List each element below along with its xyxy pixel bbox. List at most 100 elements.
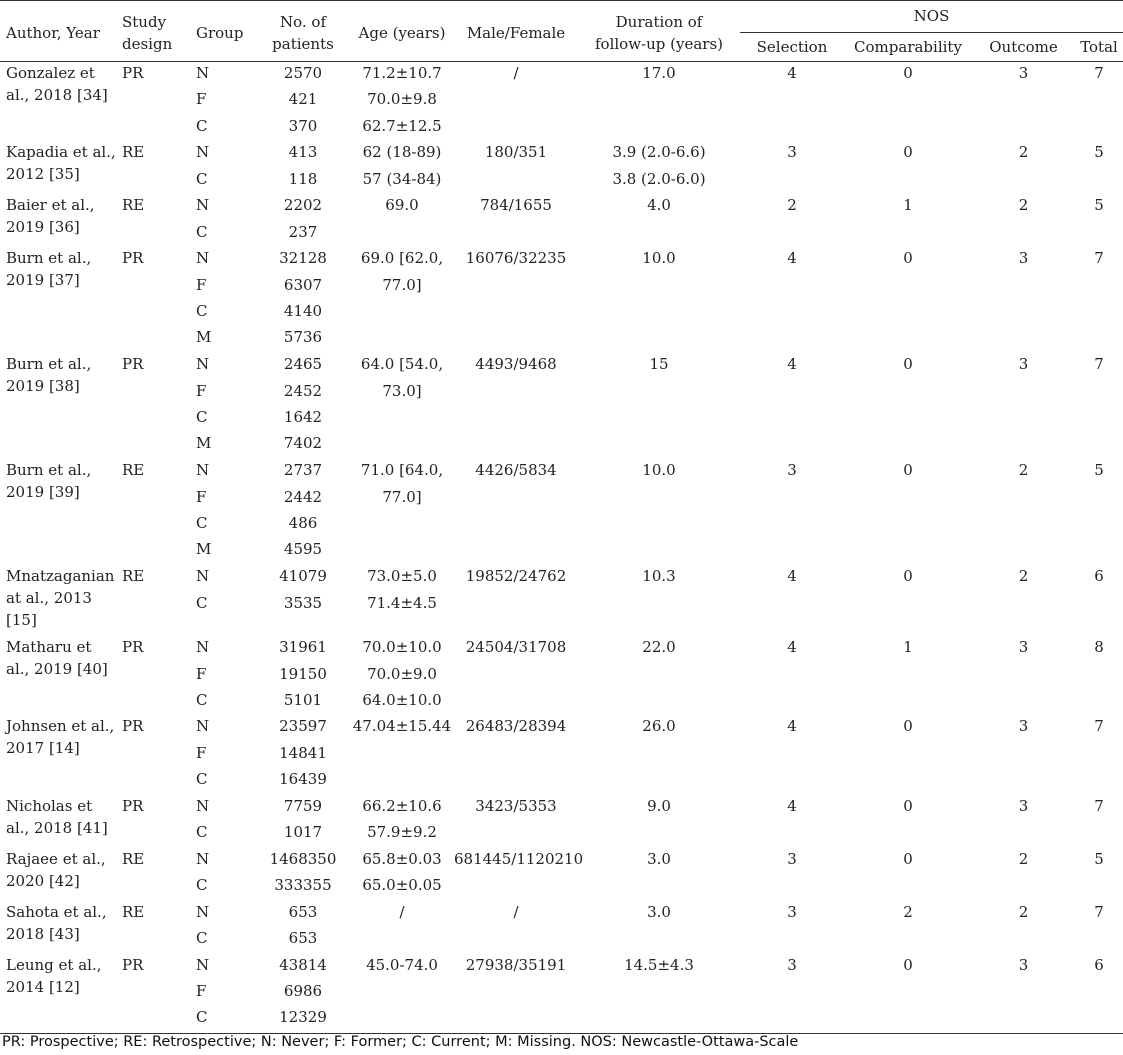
followup-cell: 17.0: [578, 62, 740, 142]
outcome-cell: 3: [1018, 64, 1029, 82]
total-cell: 7: [1094, 249, 1104, 268]
design-cell: RE: [122, 567, 145, 586]
total-cell: 5: [1094, 461, 1104, 480]
age-cell-line: 71.0 [64.0,: [360, 461, 444, 480]
age-cell-line: 71.4±4.5: [367, 593, 437, 612]
author-cell: Matharu et al., 2019 [40]: [6, 638, 108, 679]
followup-cell-line: 3.0: [647, 902, 671, 921]
male-female-cell: 4493/9468: [454, 353, 578, 459]
header-author: Author, Year: [6, 24, 100, 42]
selection-cell: 4: [787, 355, 797, 374]
total-cell: 5: [1094, 196, 1104, 215]
group-cell-line: C: [196, 301, 208, 320]
outcome-cell: 3: [1018, 796, 1029, 815]
patients-cell: 2202 237: [256, 194, 350, 247]
patients-cell-line: 653: [288, 928, 318, 947]
patients-cell: 7759 1017: [256, 795, 350, 848]
followup-cell-line: 3.9 (2.0-6.6): [612, 143, 706, 162]
design-cell: RE: [122, 196, 145, 215]
patients-cell-line: 421: [288, 90, 318, 109]
group-cell-line: M: [196, 540, 212, 559]
followup-cell: 3.0: [578, 901, 740, 954]
male-female-cell: 26483/28394: [454, 715, 578, 794]
header-age: Age (years): [358, 24, 446, 42]
group-cell-line: F: [196, 981, 207, 1000]
male-female-cell-line: 681445/1120210: [454, 849, 584, 868]
group-cell-line: C: [196, 513, 208, 532]
selection-cell: 4: [787, 64, 797, 82]
selection-cell: 3: [787, 143, 797, 162]
male-female-cell-line: 16076/32235: [465, 249, 567, 268]
followup-cell: 26.0: [578, 715, 740, 794]
patients-cell-line: 41079: [279, 567, 327, 586]
followup-cell-line: 3.0: [647, 849, 671, 868]
group-cell-line: C: [196, 822, 208, 841]
selection-cell: 2: [787, 196, 797, 215]
age-cell: 69.0 [62.0, 77.0]: [350, 247, 454, 353]
group-cell-line: F: [196, 743, 207, 762]
age-cell: 71.2±10.7 70.0±9.8 62.7±12.5: [350, 62, 454, 142]
age-cell-line: /: [399, 902, 405, 921]
total-cell: 7: [1094, 64, 1104, 82]
group-cell-line: C: [196, 770, 208, 789]
design-cell: PR: [122, 355, 144, 374]
patients-cell: 2737 2442 486 4595: [256, 459, 350, 565]
comparability-cell: 2: [903, 902, 913, 921]
group-cell-line: C: [196, 690, 208, 709]
group-cell-line: N: [196, 567, 210, 586]
total-cell: 7: [1094, 902, 1104, 921]
patients-cell-line: 2570: [283, 64, 323, 82]
patients-cell-line: 6986: [283, 981, 323, 1000]
selection-cell: 4: [787, 249, 797, 268]
patients-cell-line: 1642: [283, 407, 323, 426]
group-cell-line: C: [196, 875, 208, 894]
age-cell: 69.0: [350, 194, 454, 247]
followup-cell: 15: [578, 353, 740, 459]
patients-cell-line: 2442: [283, 487, 323, 506]
comparability-cell: 0: [903, 849, 913, 868]
comparability-cell: 0: [903, 355, 913, 374]
patients-cell-line: 2465: [283, 355, 323, 374]
group-cell-line: C: [196, 928, 208, 947]
outcome-cell: 2: [1018, 143, 1029, 162]
outcome-cell: 3: [1018, 717, 1029, 736]
age-cell: 64.0 [54.0, 73.0]: [350, 353, 454, 459]
total-cell: 5: [1094, 143, 1104, 162]
group-cell-line: N: [196, 849, 210, 868]
followup-cell: 4.0: [578, 194, 740, 247]
group-cell-line: N: [196, 143, 210, 162]
patients-cell: 23597 14841 16439: [256, 715, 350, 794]
header-comparability: Comparability: [854, 38, 962, 56]
followup-cell-line: 17.0: [642, 64, 676, 82]
group-cell-line: N: [196, 796, 210, 815]
header-male-female: Male/Female: [466, 24, 566, 42]
followup-cell: 14.5±4.3: [578, 954, 740, 1034]
male-female-cell-line: /: [513, 64, 519, 82]
patients-cell: 2570 421 370: [256, 62, 350, 142]
patients-cell-line: 4140: [283, 301, 323, 320]
group-cell-line: M: [196, 328, 212, 347]
age-cell: 70.0±10.0 70.0±9.0 64.0±10.0: [350, 636, 454, 715]
author-cell: Nicholas et al., 2018 [41]: [6, 796, 108, 837]
patients-cell-line: 653: [288, 902, 318, 921]
male-female-cell: 4426/5834: [454, 459, 578, 565]
age-cell-line: 57 (34-84): [362, 169, 442, 188]
male-female-cell-line: 4426/5834: [475, 461, 557, 480]
followup-cell-line: 15: [649, 355, 669, 374]
group-cell-line: C: [196, 1008, 208, 1027]
patients-cell: 1468350 333355: [256, 848, 350, 901]
male-female-cell: 681445/1120210: [454, 848, 584, 901]
male-female-cell-line: 26483/28394: [465, 717, 567, 736]
male-female-cell-line: /: [513, 902, 519, 921]
design-cell: PR: [122, 64, 144, 82]
age-cell-line: 70.0±10.0: [362, 638, 442, 657]
followup-cell: 3.9 (2.0-6.6) 3.8 (2.0-6.0): [578, 141, 740, 194]
table-row: Mnatzaganian at al., 2013 [15] RE N C 41079 3…: [0, 565, 1123, 636]
comparability-cell: 0: [903, 461, 913, 480]
design-cell: PR: [122, 955, 144, 974]
outcome-cell: 3: [1018, 249, 1029, 268]
followup-cell-line: 10.0: [642, 461, 676, 480]
